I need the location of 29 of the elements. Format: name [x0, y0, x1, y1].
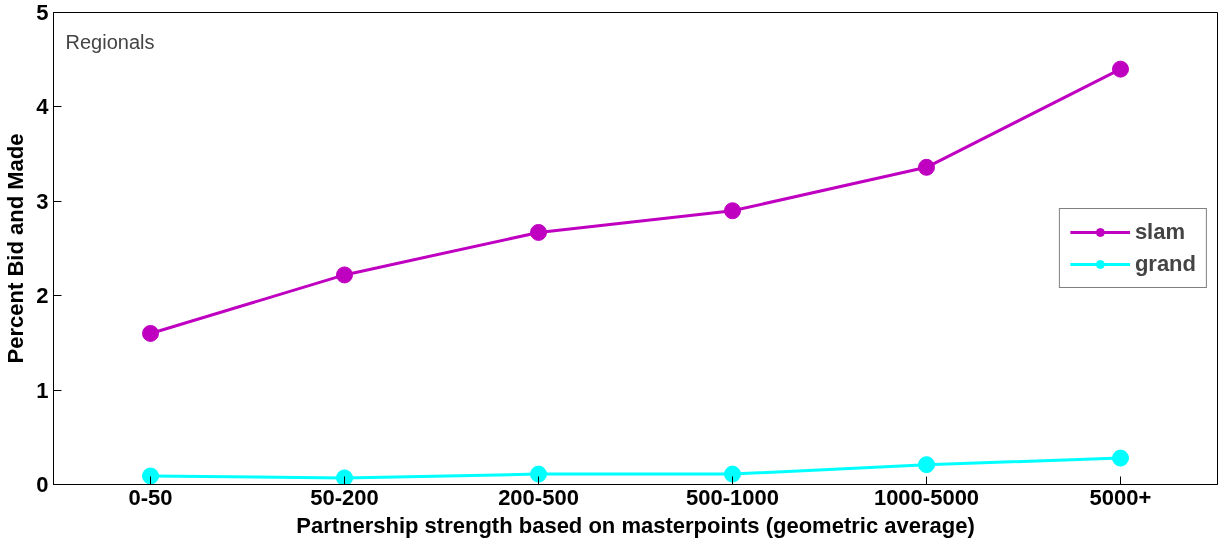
point — [336, 266, 353, 284]
point — [724, 202, 741, 220]
y-tick-label: 2 — [36, 283, 49, 309]
legend-label: slam — [1134, 219, 1186, 245]
annotation: Regionals — [65, 30, 155, 53]
point — [142, 324, 159, 342]
x-tick-label: 500-1000 — [686, 484, 779, 510]
y-tick-label: 3 — [36, 188, 49, 214]
y-tick-label: 5 — [36, 0, 49, 25]
x-tick-label: 0-50 — [128, 484, 173, 510]
y-tick-label: 4 — [36, 94, 50, 120]
point — [724, 465, 741, 483]
point — [918, 158, 935, 176]
x-tick-label: 200-500 — [498, 484, 579, 510]
point — [1112, 449, 1129, 467]
legend-label: grand — [1134, 251, 1196, 277]
x-tick-label: 1000-5000 — [873, 484, 980, 510]
y-tick-label: 1 — [36, 377, 49, 403]
x-axis-title: Partnership strength based on masterpoints (geometric average) — [296, 512, 975, 538]
point — [336, 469, 353, 485]
y-tick-label: 0 — [36, 472, 49, 497]
x-tick-label: 5000+ — [1089, 484, 1152, 510]
point — [918, 456, 935, 474]
point — [530, 223, 547, 241]
y-axis-title: Percent Bid and Made — [3, 133, 29, 364]
point — [142, 467, 159, 485]
point — [530, 465, 547, 483]
point — [1112, 60, 1129, 78]
x-tick-label: 50-200 — [310, 484, 379, 510]
